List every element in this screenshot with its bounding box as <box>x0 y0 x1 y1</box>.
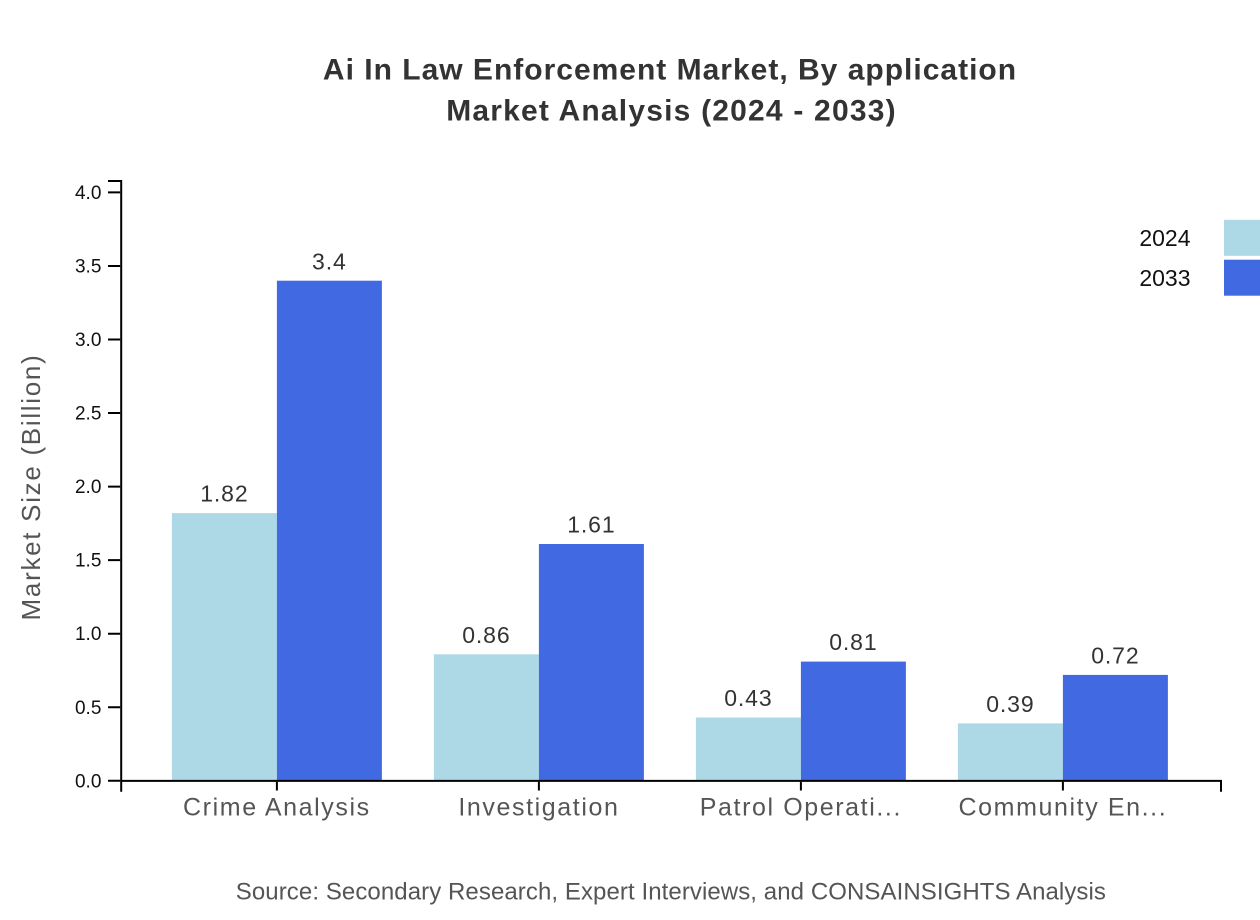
svg-text:2.5: 2.5 <box>75 404 101 425</box>
svg-text:0.43: 0.43 <box>724 685 772 711</box>
svg-text:Community En...: Community En... <box>959 793 1168 821</box>
svg-text:3.4: 3.4 <box>312 248 347 274</box>
svg-text:2.0: 2.0 <box>75 477 101 498</box>
svg-text:Ai In Law Enforcement Market,: Ai In Law Enforcement Market, By applica… <box>323 53 1017 86</box>
svg-text:Market Analysis (2024 - 2033): Market Analysis (2024 - 2033) <box>446 95 897 128</box>
svg-text:2033: 2033 <box>1139 265 1190 291</box>
svg-text:4.0: 4.0 <box>75 183 101 204</box>
svg-text:0.39: 0.39 <box>986 691 1034 717</box>
svg-text:1.0: 1.0 <box>75 624 101 645</box>
svg-text:1.61: 1.61 <box>567 512 615 538</box>
svg-text:0.72: 0.72 <box>1091 643 1139 669</box>
svg-text:1.5: 1.5 <box>75 551 101 572</box>
svg-text:Market Size (Billion): Market Size (Billion) <box>16 354 46 621</box>
svg-text:Crime Analysis: Crime Analysis <box>183 793 371 821</box>
svg-text:Investigation: Investigation <box>458 793 619 821</box>
svg-text:3.0: 3.0 <box>75 330 101 351</box>
svg-text:1.82: 1.82 <box>200 481 248 507</box>
svg-text:Source: Secondary Research, Ex: Source: Secondary Research, Expert Inter… <box>236 878 1106 905</box>
svg-text:3.5: 3.5 <box>75 256 101 277</box>
svg-text:2024: 2024 <box>1139 225 1190 251</box>
svg-text:0.5: 0.5 <box>75 698 101 719</box>
svg-text:Patrol Operati...: Patrol Operati... <box>700 793 902 821</box>
svg-text:0.86: 0.86 <box>462 622 510 648</box>
svg-text:0.0: 0.0 <box>75 771 101 792</box>
svg-text:0.81: 0.81 <box>829 629 877 655</box>
